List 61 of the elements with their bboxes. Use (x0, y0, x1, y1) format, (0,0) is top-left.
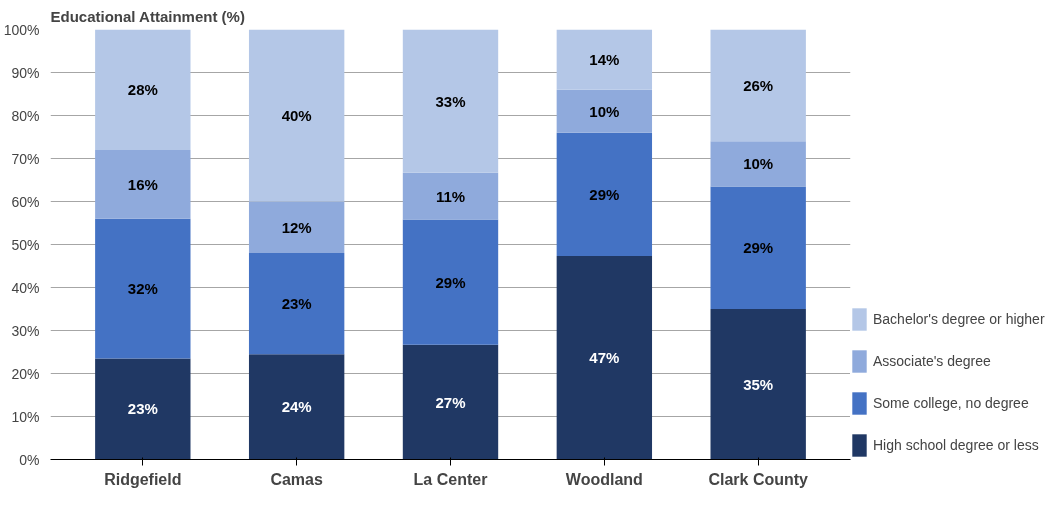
data-label: 29% (589, 185, 620, 203)
x-tick-label: La Center (413, 470, 488, 488)
bar (710, 309, 806, 460)
bar (248, 253, 345, 355)
bar (556, 132, 653, 257)
bar (402, 344, 499, 460)
bar (556, 29, 653, 90)
data-label: 10% (743, 155, 774, 173)
data-label: 23% (127, 400, 158, 418)
legend-label: Associate's degree (873, 353, 992, 369)
data-label: 16% (127, 175, 158, 193)
data-label: 23% (281, 295, 312, 313)
chart-title: Educational Attainment (%) (50, 7, 245, 25)
data-label: 24% (281, 398, 312, 416)
y-tick-label: 90% (11, 64, 40, 81)
data-label: 29% (743, 239, 774, 257)
y-tick-label: 0% (19, 451, 40, 468)
x-tick-label: Camas (270, 470, 323, 488)
data-label: 32% (127, 280, 158, 298)
bar (402, 172, 499, 220)
bar (402, 29, 499, 173)
data-label: 40% (281, 107, 312, 124)
x-tick-label: Clark County (708, 470, 809, 488)
bar (710, 29, 806, 142)
data-label: 11% (435, 187, 466, 205)
x-tick-label: Ridgefield (104, 470, 182, 488)
bar (95, 358, 191, 460)
bar (402, 219, 499, 345)
data-label: 27% (435, 393, 466, 411)
legend-label: High school degree or less (873, 437, 1039, 453)
bar (710, 141, 806, 187)
bar (95, 29, 191, 150)
data-label: 14% (589, 51, 620, 69)
data-label: 26% (743, 76, 774, 94)
bar (556, 256, 653, 460)
data-label: 12% (281, 218, 312, 236)
y-tick-label: 80% (11, 107, 40, 124)
y-tick-label: 20% (11, 365, 40, 382)
bar (248, 354, 345, 460)
x-tick-label: Woodland (565, 470, 643, 488)
y-tick-label: 100% (3, 21, 40, 38)
y-tick-label: 60% (11, 193, 40, 210)
bar (248, 29, 345, 202)
y-tick-label: 30% (11, 322, 40, 339)
bar (95, 218, 191, 359)
y-tick-label: 40% (11, 279, 40, 296)
bar (556, 89, 653, 133)
data-label: 33% (435, 92, 466, 110)
data-label: 29% (435, 273, 466, 291)
y-tick-label: 10% (11, 408, 40, 425)
legend-label: Bachelor's degree or higher (873, 311, 1045, 327)
y-tick-label: 50% (11, 236, 40, 253)
data-label: 47% (589, 349, 620, 367)
legend-label: Some college, no degree (873, 395, 1029, 411)
y-tick-label: 70% (11, 150, 40, 167)
data-label: 10% (589, 102, 620, 120)
bar (95, 149, 191, 219)
bar (710, 186, 806, 309)
data-label: 28% (127, 81, 158, 99)
data-label: 35% (743, 375, 774, 393)
bar (248, 201, 345, 254)
